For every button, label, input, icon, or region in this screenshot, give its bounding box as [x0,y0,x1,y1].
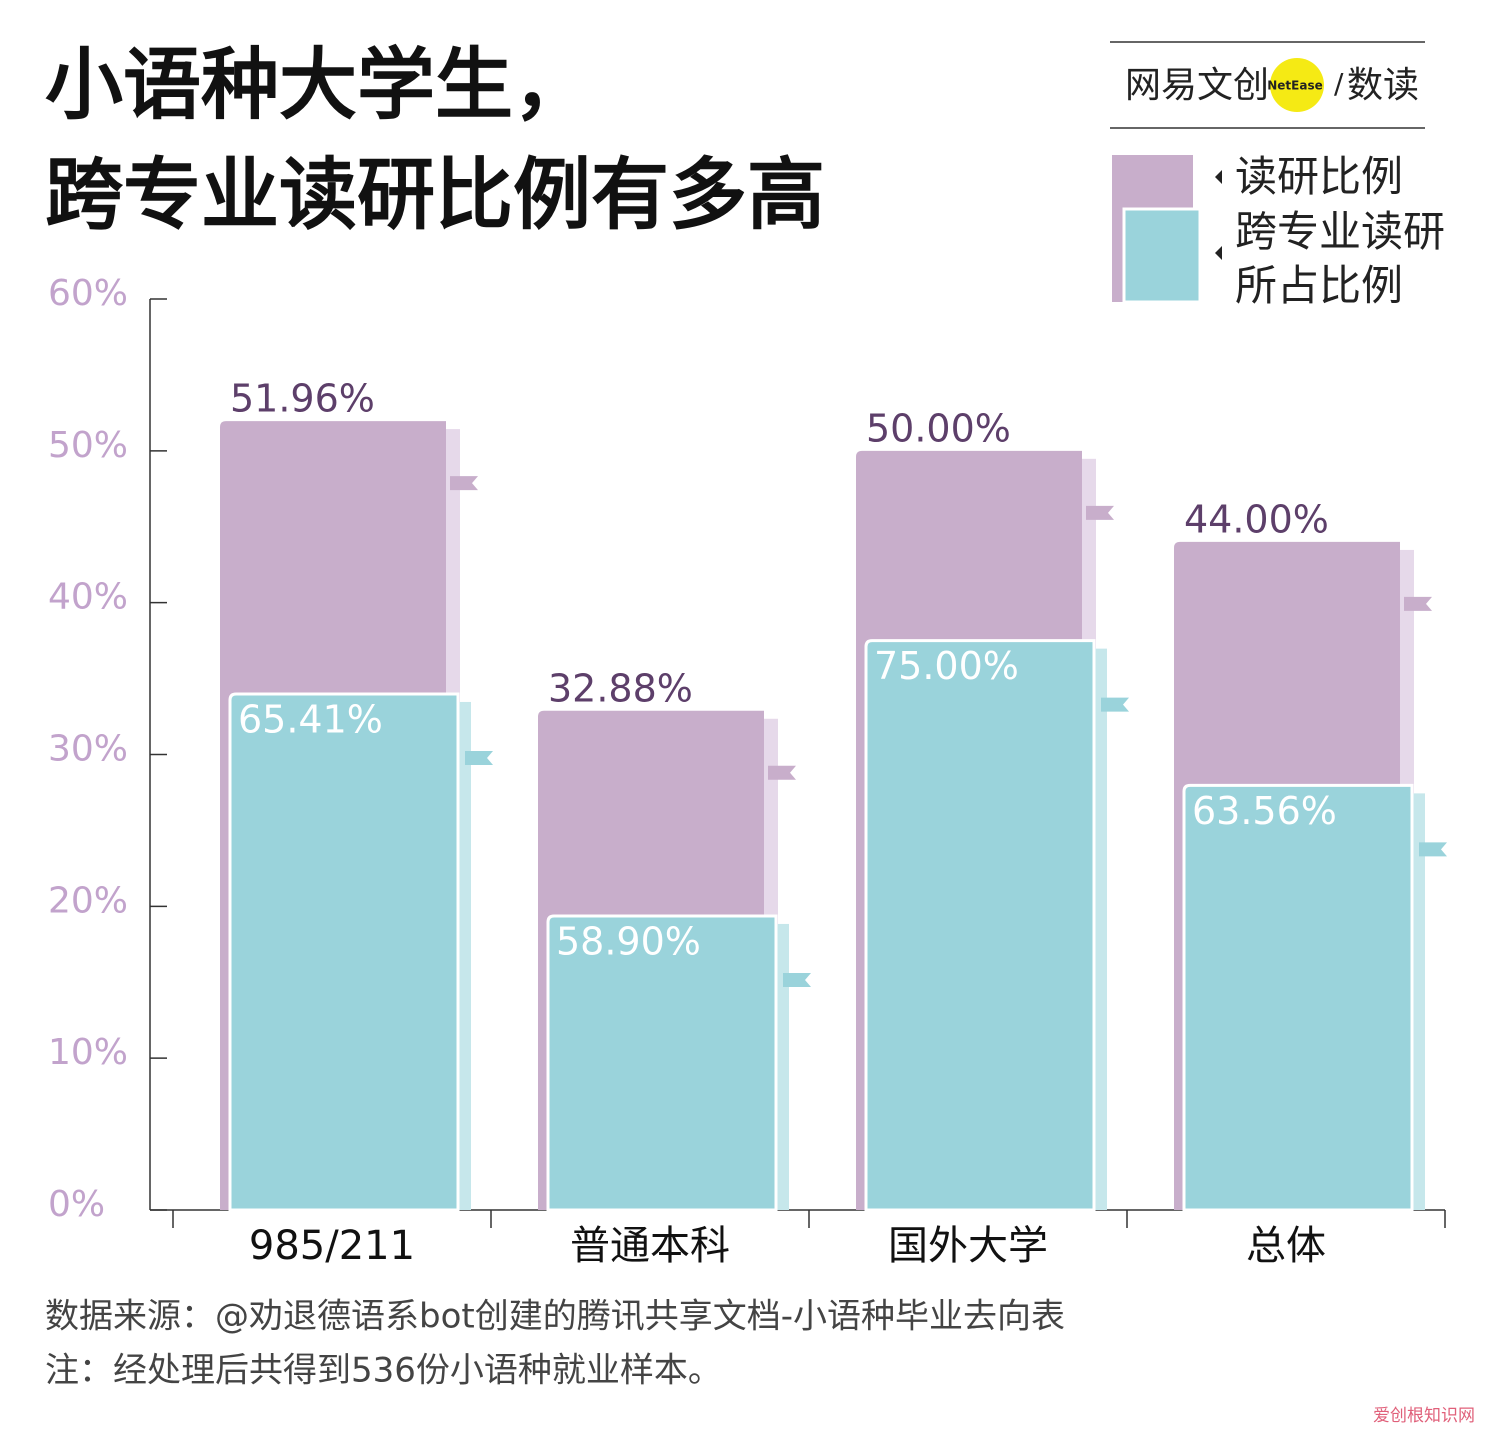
bar-flag [768,765,796,780]
logo-brand: 网易文创 [1125,65,1269,106]
y-tick-label: 10% [48,1032,128,1073]
bar-flag [465,750,493,765]
y-tick-label: 30% [48,729,128,770]
bar-flag [783,972,811,987]
watermark: 爱创根知识网 [1373,1406,1475,1426]
value-label: 65.41% [238,697,383,741]
chart-title: 跨专业读研比例有多高 [45,150,825,240]
y-tick-label: 0% [48,1184,105,1225]
bar-shadow [1412,793,1425,1210]
value-label: 50.00% [866,406,1011,450]
y-tick-label: 20% [48,880,128,921]
legend-pointer [1215,170,1222,184]
bar-flag [450,476,478,491]
bar-shadow [776,923,789,1210]
bar-shadow [1094,648,1107,1210]
y-tick-label: 60% [48,273,128,314]
chart-title: 小语种大学生， [45,40,591,130]
bar-flag [1086,505,1114,520]
bar [228,692,460,1212]
bar [864,639,1096,1212]
value-label: 63.56% [1192,789,1337,833]
logo-column: 数读 [1347,65,1419,106]
bar-shadow [458,701,471,1210]
legend-pointer [1215,246,1222,260]
bar-flag [1101,697,1129,712]
bar-flag [1404,596,1432,611]
bar-flag [1419,842,1447,857]
value-label: 75.00% [874,644,1019,688]
y-tick-label: 40% [48,577,128,618]
bar [546,914,778,1212]
x-tick-label: 985/211 [249,1223,415,1269]
x-tick-label: 总体 [1246,1223,1326,1269]
logo-divider: / [1334,67,1344,100]
logo-dot [1270,58,1324,112]
footnote: 注：经处理后共得到536份小语种就业样本。 [45,1351,722,1391]
legend-entry: 读研比例 [1235,152,1404,201]
legend-swatch [1122,207,1202,304]
x-tick-label: 普通本科 [570,1223,730,1269]
value-label: 51.96% [230,377,375,421]
value-label: 58.90% [556,919,701,963]
source-note: 数据来源：@劝退德语系bot创建的腾讯共享文档-小语种毕业去向表 [45,1297,1065,1337]
value-label: 44.00% [1184,497,1329,541]
x-tick-label: 国外大学 [888,1223,1048,1269]
logo-badge: NetEase [1267,79,1323,93]
bar [1182,783,1414,1212]
legend-entry: 跨专业读研所占比例 [1235,207,1446,310]
value-label: 32.88% [548,666,693,710]
y-tick-label: 50% [48,425,128,466]
